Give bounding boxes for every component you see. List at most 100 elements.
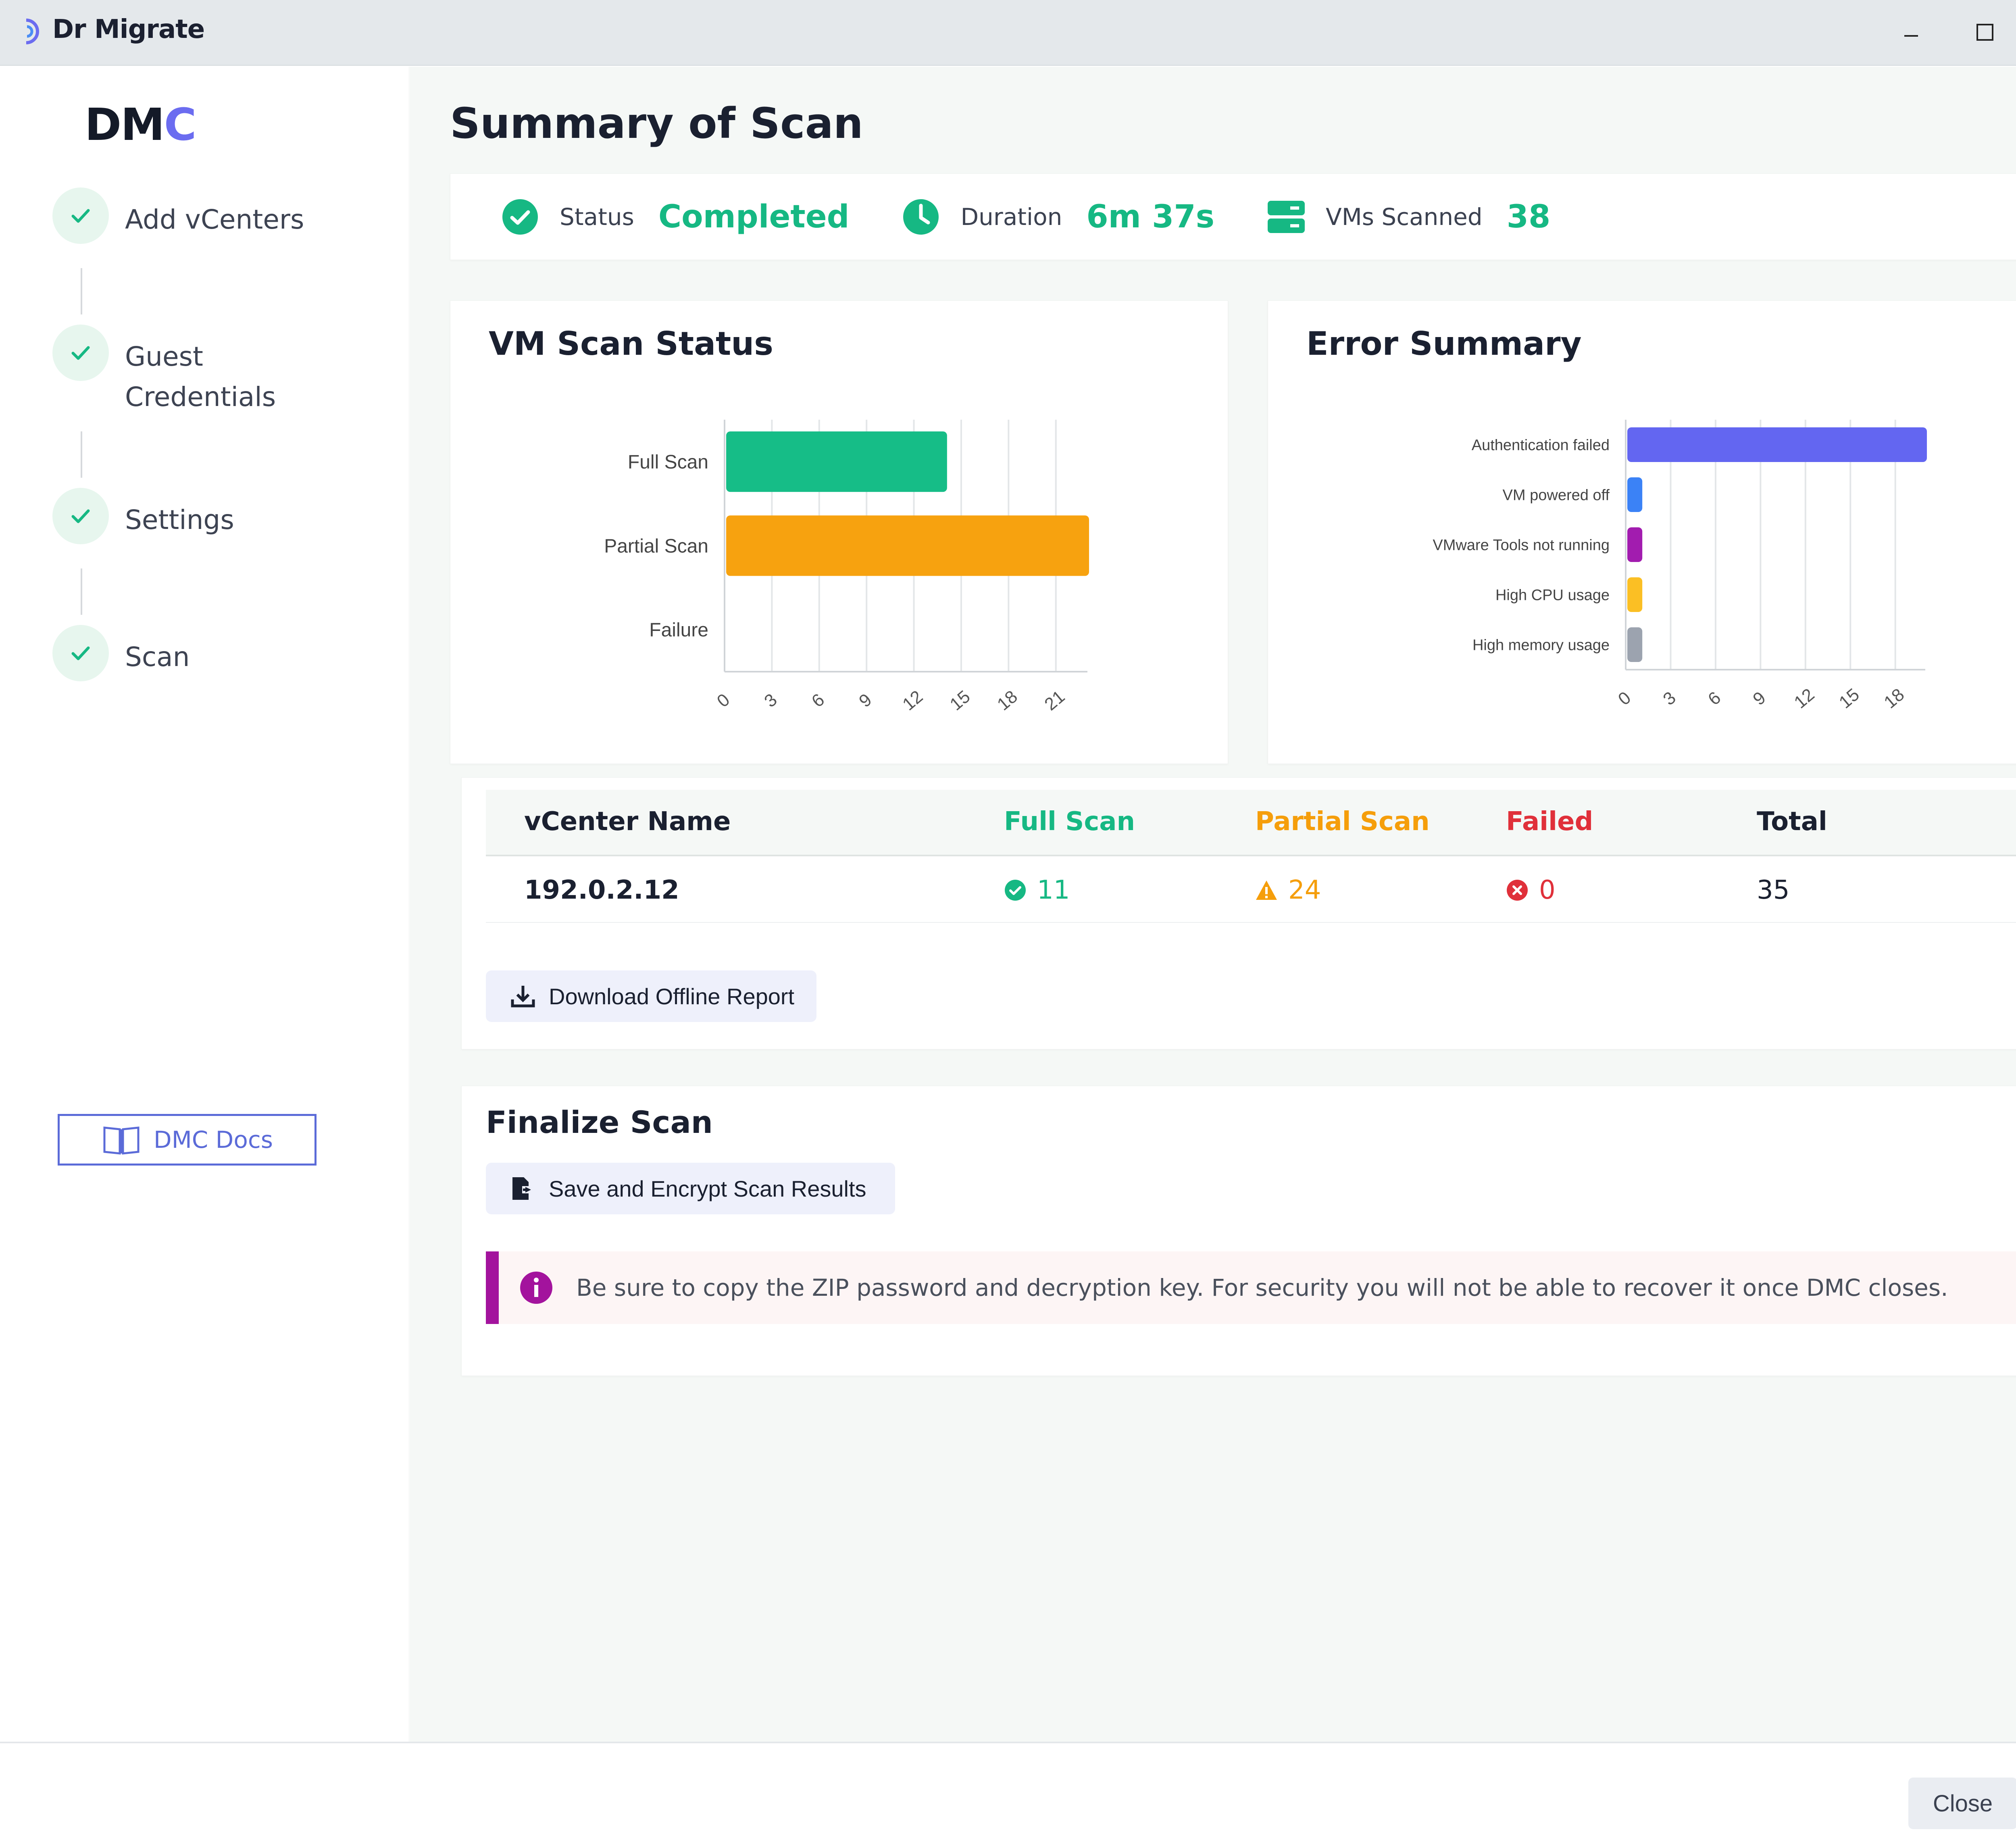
partial-scan-cell: 24 (1255, 875, 1321, 905)
brand-logo: DMC (85, 99, 197, 150)
page-title: Summary of Scan (450, 99, 863, 148)
x-tick-label: 15 (946, 687, 974, 714)
step-check (52, 488, 109, 544)
full-scan-cell: 11 (1004, 875, 1070, 905)
total-cell: 35 (1757, 875, 1790, 905)
alert-text: Be sure to copy the ZIP password and dec… (576, 1274, 1948, 1301)
x-tick-label: 3 (760, 690, 781, 711)
info-icon (520, 1272, 552, 1304)
x-tick-label: 9 (855, 690, 875, 711)
vcenter-table-card: vCenter Name Full Scan Partial Scan Fail… (461, 777, 2016, 1049)
status-value: Completed (658, 198, 850, 235)
bar (726, 431, 947, 492)
check-icon (71, 209, 90, 223)
bar (1627, 577, 1643, 612)
header-vcenter-name: vCenter Name (524, 807, 731, 837)
file-export-icon (512, 1177, 531, 1200)
save-encrypt-button[interactable]: Save and Encrypt Scan Results (486, 1163, 895, 1214)
failed-cell: 0 (1506, 875, 1556, 905)
table-header: vCenter Name Full Scan Partial Scan Fail… (486, 790, 2016, 856)
step-connector (81, 268, 82, 314)
y-category-label: Partial Scan (604, 535, 708, 557)
finalize-scan-card: Finalize Scan Save and Encrypt Scan Resu… (461, 1086, 2016, 1376)
table-row: 192.0.2.12 11 24 0 35 (486, 858, 2016, 923)
x-tick-label: 12 (899, 687, 927, 714)
status-stat: Status Completed (501, 198, 849, 236)
bar (1627, 527, 1643, 562)
y-category-label: VMware Tools not running (1433, 537, 1610, 554)
step-scan[interactable]: Scan (52, 625, 190, 681)
maximize-button[interactable] (1963, 12, 2007, 52)
y-category-label: Failure (649, 620, 708, 641)
vm-scan-status-card: VM Scan Status 0 3 6 9 12 15 18 21 Full Scan Part… (450, 300, 1228, 764)
x-tick-label: 9 (1749, 688, 1769, 709)
step-check (52, 325, 109, 381)
y-category-label: Authentication failed (1472, 437, 1610, 454)
step-settings[interactable]: Settings (52, 488, 234, 544)
x-tick-label: 18 (1880, 685, 1908, 712)
vms-scanned-label: VMs Scanned (1326, 203, 1483, 231)
step-connector (81, 431, 82, 478)
check-circle-icon (1005, 880, 1026, 901)
x-tick-label: 21 (1041, 687, 1068, 714)
check-icon (71, 509, 90, 523)
error-chart-title: Error Summary (1306, 325, 1582, 362)
close-button[interactable]: Close (1908, 1778, 2016, 1829)
x-tick-label: 12 (1790, 685, 1818, 712)
bar (726, 515, 1089, 576)
scan-status-bar: Status Completed Duration 6m 37s VMs Sca… (450, 173, 2016, 260)
clock-icon (903, 199, 939, 235)
maximize-icon (1976, 24, 1993, 41)
sidebar: DMC Add vCenters Guest Credentials Settin… (0, 67, 409, 1742)
app-logo-icon (26, 19, 39, 44)
x-tick-label: 18 (993, 687, 1021, 714)
check-icon (71, 346, 90, 360)
step-guest-credentials[interactable]: Guest Credentials (52, 325, 276, 417)
header-total: Total (1757, 807, 1827, 837)
step-label: Settings (125, 504, 234, 535)
status-label: Status (560, 203, 634, 231)
x-tick-label: 0 (713, 690, 733, 711)
y-category-label: High memory usage (1472, 637, 1610, 654)
warning-icon (1256, 881, 1277, 900)
download-icon (511, 986, 535, 1008)
step-add-vcenters[interactable]: Add vCenters (52, 187, 304, 244)
vcenter-name-cell: 192.0.2.12 (524, 875, 679, 905)
book-icon (103, 1126, 140, 1155)
minimize-button[interactable] (1889, 12, 1933, 52)
duration-stat: Duration 6m 37s (902, 198, 1214, 236)
duration-value: 6m 37s (1086, 198, 1215, 235)
vms-scanned-value: 38 (1506, 198, 1551, 235)
dmc-docs-button[interactable]: DMC Docs (58, 1114, 317, 1166)
main-content: Summary of Scan Status Completed Duratio… (410, 67, 2016, 1742)
x-tick-label: 0 (1614, 688, 1635, 709)
check-circle-icon (502, 199, 538, 235)
y-category-label: Full Scan (628, 452, 708, 473)
bar (1627, 477, 1643, 512)
vm-chart-title: VM Scan Status (489, 325, 773, 362)
step-connector (81, 568, 82, 615)
dmc-docs-label: DMC Docs (154, 1126, 273, 1153)
header-partial-scan: Partial Scan (1255, 807, 1430, 837)
step-label: Scan (125, 641, 190, 672)
y-category-label: High CPU usage (1495, 587, 1610, 604)
footer: Close (0, 1742, 2016, 1836)
download-offline-report-button[interactable]: Download Offline Report (486, 970, 816, 1022)
duration-label: Duration (960, 203, 1062, 231)
security-alert: Be sure to copy the ZIP password and dec… (486, 1251, 2016, 1324)
step-label: Add vCenters (125, 204, 304, 235)
y-category-label: VM powered off (1503, 487, 1610, 504)
bar (1627, 627, 1643, 662)
bar (1627, 427, 1927, 462)
error-circle-icon (1507, 880, 1528, 901)
minimize-icon (1904, 35, 1918, 37)
step-check (52, 187, 109, 244)
error-summary-chart: 0 3 6 9 12 15 18 Authentication failed VM powere… (1433, 420, 1927, 712)
header-failed: Failed (1506, 807, 1593, 837)
vms-scanned-stat: VMs Scanned 38 (1267, 198, 1550, 236)
x-tick-label: 3 (1659, 688, 1679, 709)
x-tick-label: 6 (808, 690, 828, 711)
server-icon (1268, 200, 1305, 233)
check-icon (71, 646, 90, 660)
step-check (52, 625, 109, 681)
